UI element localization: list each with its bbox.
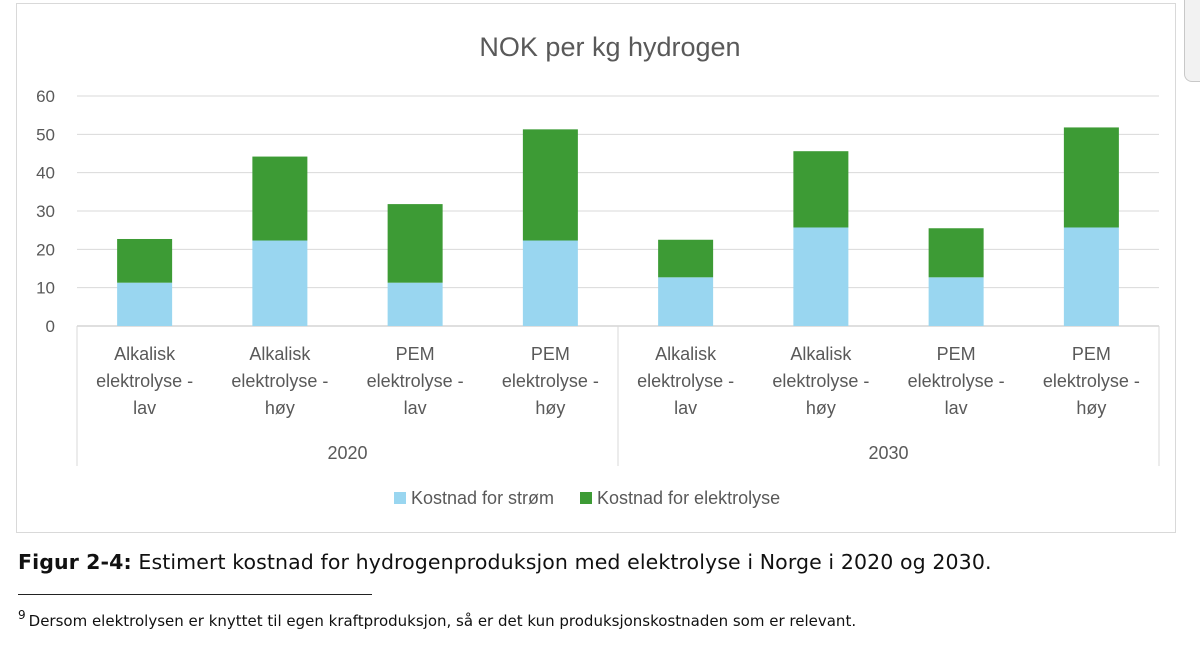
bar-strom [522,240,578,326]
category-label: PEM [396,344,435,364]
legend-swatch [394,492,406,504]
category-label: elektrolyse - [231,371,328,391]
category-label: elektrolyse - [908,371,1005,391]
category-label: lav [404,398,427,418]
category-label: elektrolyse - [772,371,869,391]
category-label: Alkalisk [249,344,311,364]
legend-swatch [580,492,592,504]
category-label: elektrolyse - [367,371,464,391]
y-tick-label: 30 [36,202,55,221]
category-label: PEM [937,344,976,364]
category-label: Alkalisk [655,344,717,364]
y-tick-label: 20 [36,240,55,259]
footnote-text: Dersom elektrolysen er knyttet til egen … [28,612,857,630]
category-label: Alkalisk [114,344,176,364]
y-tick-label: 50 [36,125,55,144]
category-label: elektrolyse - [1043,371,1140,391]
category-label: PEM [1072,344,1111,364]
y-tick-label: 10 [36,279,55,298]
group-label: 2030 [868,443,908,463]
bar-strom [928,277,984,326]
category-label: elektrolyse - [637,371,734,391]
chart-canvas: NOK per kg hydrogen0102030405060Alkalisk… [36,32,1160,508]
caption-text: Estimert kostnad for hydrogenproduksjon … [131,550,992,574]
bar-strom [1063,227,1119,326]
footnote: 9 Dersom elektrolysen er knyttet til egen… [18,608,856,630]
bar-elektrolyse [793,151,849,228]
category-label: PEM [531,344,570,364]
category-label: elektrolyse - [502,371,599,391]
chart-title: NOK per kg hydrogen [479,32,740,62]
category-label: høy [265,398,295,418]
bar-elektrolyse [1063,127,1119,228]
bar-strom [252,240,308,326]
bar-elektrolyse [658,239,714,278]
group-label: 2020 [327,443,367,463]
bar-strom [387,282,443,326]
category-label: lav [674,398,697,418]
bar-strom [793,227,849,326]
scrollbar-edge[interactable] [1184,0,1200,82]
bar-elektrolyse [387,204,443,283]
category-label: elektrolyse - [96,371,193,391]
category-label: høy [806,398,836,418]
chart-frame: NOK per kg hydrogen 0 10 20 30 40 50 60 Alkalisk… [16,3,1176,533]
y-tick-label: 60 [36,87,55,106]
legend-label: Kostnad for strøm [411,488,554,508]
bar-elektrolyse [522,129,578,241]
bar-elektrolyse [252,156,308,241]
bar-elektrolyse [928,228,984,278]
y-tick-label: 0 [46,317,55,336]
category-label: høy [1076,398,1106,418]
category-label: Alkalisk [790,344,852,364]
bar-strom [117,282,173,326]
caption-label: Figur 2-4: [18,550,132,574]
y-tick-label: 40 [36,164,55,183]
footnote-marker: 9 [18,608,26,622]
category-label: lav [133,398,156,418]
legend-label: Kostnad for elektrolyse [597,488,780,508]
category-label: høy [535,398,565,418]
category-label: lav [945,398,968,418]
footnote-divider [18,594,372,595]
figure-caption: Figur 2-4: Estimert kostnad for hydrogen… [18,550,992,574]
bar-strom [658,277,714,326]
bar-elektrolyse [117,238,173,283]
